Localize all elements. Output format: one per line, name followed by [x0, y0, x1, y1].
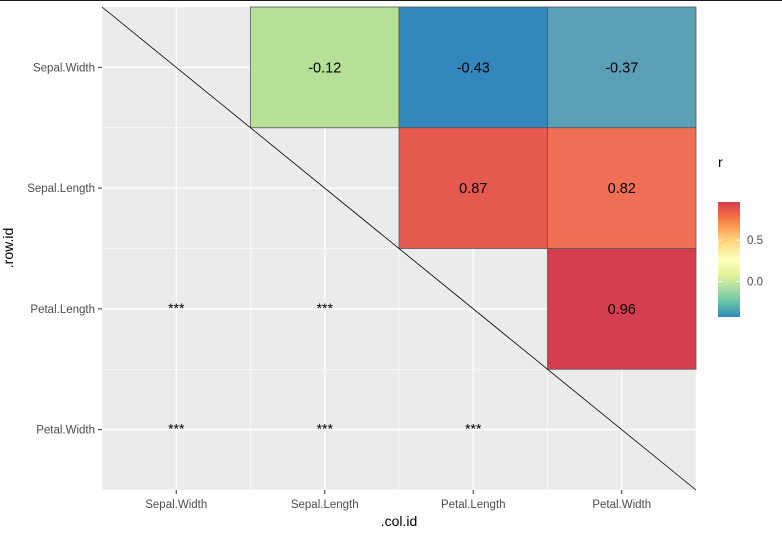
x-tick-label: Sepal.Length — [291, 499, 359, 511]
x-axis-ticks: Sepal.Width Sepal.Length Petal.Length Petal… — [145, 490, 651, 511]
heatmap-cell — [398, 6, 548, 129]
y-tick-label: Sepal.Width — [33, 62, 95, 74]
legend-colorbar — [718, 202, 740, 317]
significance-marker: *** — [465, 421, 482, 437]
y-axis-ticks: Sepal.Width Sepal.Length Petal.Length Petal… — [27, 62, 102, 437]
x-axis-title: .col.id — [381, 513, 418, 529]
x-tick-label: Petal.Length — [441, 499, 506, 511]
legend-tick-label: 0.0 — [747, 276, 763, 288]
y-tick-label: Petal.Width — [36, 425, 95, 437]
diagonal-line — [101, 6, 697, 491]
significance-marker: *** — [168, 300, 185, 316]
y-axis-title: .row.id — [0, 228, 16, 268]
diagonal-layer — [101, 6, 697, 491]
heatmap-cell — [547, 248, 697, 370]
legend-tick-label: 0.5 — [747, 235, 763, 247]
x-tick-label: Sepal.Width — [145, 499, 207, 511]
cell-value-label: -0.12 — [308, 60, 341, 76]
cell-value-label: 0.82 — [608, 181, 636, 197]
cell-value-label: -0.37 — [605, 60, 638, 76]
heatmap-cells: -0.12 -0.43 -0.37 0.87 0.82 0.96 — [250, 6, 697, 370]
significance-markers: *** *** *** *** *** — [168, 300, 482, 437]
color-legend: r 0.0 0.5 — [718, 154, 763, 317]
cell-value-label: -0.43 — [457, 60, 490, 76]
cell-value-label: 0.96 — [608, 302, 636, 318]
heatmap-cell — [547, 127, 697, 249]
heatmap-cell — [547, 6, 697, 129]
y-tick-label: Petal.Length — [30, 304, 95, 316]
legend-title: r — [718, 154, 723, 170]
heatmap-cell — [398, 127, 548, 249]
significance-marker: *** — [317, 421, 334, 437]
heatmap-cell — [250, 6, 400, 129]
significance-marker: *** — [168, 421, 185, 437]
y-tick-label: Sepal.Length — [27, 183, 95, 195]
x-tick-label: Petal.Width — [592, 499, 651, 511]
cell-value-label: 0.87 — [459, 181, 487, 197]
significance-marker: *** — [317, 300, 334, 316]
